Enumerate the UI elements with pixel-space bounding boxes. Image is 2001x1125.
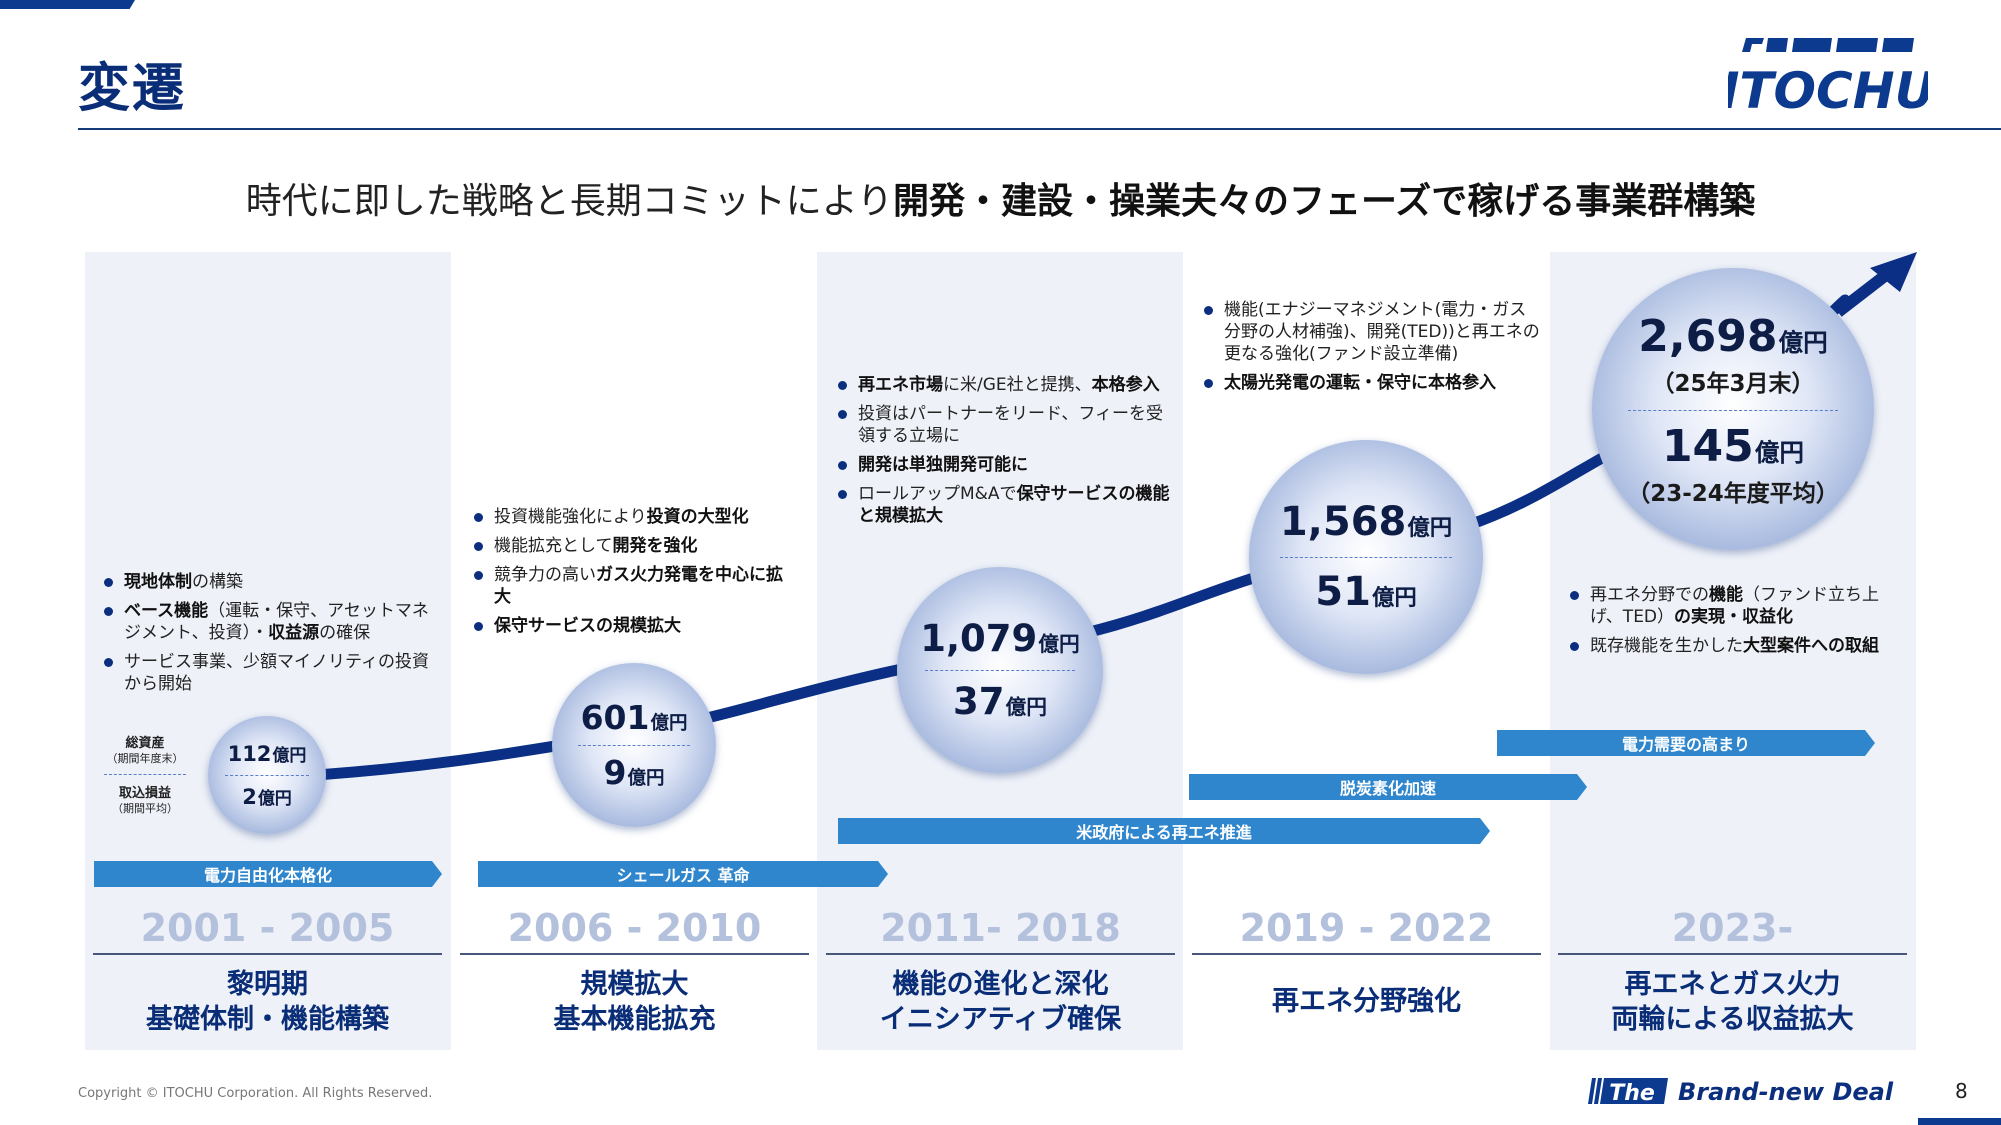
- label-divider: [104, 774, 186, 775]
- bullet-list-1: 現地体制の構築 ベース機能（運転・保守、アセットマネジメント、投資）・収益源の確…: [102, 571, 432, 702]
- bullet-item: 再エネ市場に米/GE社と提携、本格参入: [836, 374, 1176, 396]
- period-years-3: 2011- 2018: [880, 906, 1121, 950]
- logo-wordmark: ITOCHU: [1728, 62, 1928, 120]
- income-value: 2 億円: [242, 785, 292, 809]
- page-title: 変遷: [78, 59, 187, 119]
- year-divider: [1192, 953, 1541, 955]
- period-years-1: 2001 - 2005: [140, 906, 395, 950]
- metric-circle-1: 112 億円 2 億円: [208, 716, 326, 834]
- brand-name: Brand-new Deal: [1678, 1078, 1894, 1106]
- bottom-accent-bar: [1918, 1118, 2001, 1125]
- income-value: 51 億円: [1315, 569, 1417, 615]
- circle-divider: [225, 775, 309, 776]
- metric-circle-2: 601 億円 9 億円: [552, 663, 716, 827]
- year-divider: [460, 953, 809, 955]
- assets-value: 601 億円: [580, 698, 688, 737]
- income-label: 取込損益 （期間平均）: [112, 786, 178, 815]
- bullet-item: 既存機能を生かした大型案件への取組: [1568, 635, 1898, 657]
- metric-circle-5: 2,698 億円 （25年3月末） 145 億円 （23-24年度平均）: [1592, 268, 1874, 550]
- bullet-item: ロールアップM&Aで保守サービスの機能と規模拡大: [836, 483, 1176, 527]
- banner-decarbonization: 脱炭素化加速: [1189, 774, 1587, 800]
- phase-name-3: 機能の進化と深化 イニシアティブ確保: [879, 969, 1122, 1035]
- bullet-item: サービス事業、少額マイノリティの投資から開始: [102, 651, 432, 695]
- bullet-item: 投資はパートナーをリード、フィーを受領する立場に: [836, 403, 1176, 447]
- assets-value: 1,568 億円: [1279, 499, 1453, 545]
- bullet-item: 開発は単独開発可能に: [836, 454, 1176, 476]
- banner-shale-gas: シェールガス 革命: [478, 861, 888, 887]
- assets-value: 1,079 億円: [920, 617, 1080, 660]
- banner-power-demand: 電力需要の高まり: [1497, 730, 1875, 756]
- phase-name-5: 再エネとガス火力 両輪による収益拡大: [1611, 969, 1854, 1035]
- period-years-2: 2006 - 2010: [507, 906, 762, 950]
- circle-divider: [925, 670, 1075, 671]
- assets-value: 112 億円: [227, 742, 307, 766]
- phase-name-4: 再エネ分野強化: [1272, 986, 1461, 1017]
- bullet-list-2: 投資機能強化により投資の大型化 機能拡充として開発を強化 競争力の高いガス火力発…: [472, 506, 792, 644]
- bullet-item: 機能(エナジーマネジメント(電力・ガス分野の人材補強)、開発(TED))と再エネ…: [1202, 299, 1542, 365]
- assets-note: （25年3月末）: [1651, 370, 1815, 397]
- income-note: （23-24年度平均）: [1627, 480, 1839, 507]
- circle-divider: [578, 745, 690, 746]
- bullet-item: 保守サービスの規模拡大: [472, 615, 792, 637]
- bullet-list-3: 再エネ市場に米/GE社と提携、本格参入 投資はパートナーをリード、フィーを受領す…: [836, 374, 1176, 534]
- year-divider: [93, 953, 442, 955]
- income-value: 145 億円: [1661, 420, 1805, 472]
- period-years-5: 2023-: [1671, 906, 1794, 950]
- bullet-item: 機能拡充として開発を強化: [472, 535, 792, 557]
- tagline-plain: 時代に即した戦略と長期コミットにより: [245, 181, 894, 222]
- period-years-4: 2019 - 2022: [1239, 906, 1494, 950]
- assets-value: 2,698 億円: [1638, 310, 1828, 362]
- itochu-logo: ITOCHU: [1728, 38, 1928, 120]
- total-assets-label: 総資産 （期間年度末）: [106, 736, 184, 765]
- income-value: 9 億円: [603, 753, 665, 792]
- banner-us-renewables: 米政府による再エネ推進: [838, 818, 1490, 844]
- metric-circle-3: 1,079 億円 37 億円: [897, 567, 1103, 773]
- bullet-item: ベース機能（運転・保守、アセットマネジメント、投資）・収益源の確保: [102, 600, 432, 644]
- bullet-item: 投資機能強化により投資の大型化: [472, 506, 792, 528]
- brand-logo: The Brand-new Deal: [1588, 1078, 1894, 1106]
- bullet-item: 現地体制の構築: [102, 571, 432, 593]
- period-column-1: [85, 252, 451, 1050]
- tagline-bold: 開発・建設・操業夫々のフェーズで稼げる事業群構築: [893, 181, 1756, 222]
- bullet-item: 再エネ分野での機能（ファンド立ち上げ、TED）の実現・収益化: [1568, 584, 1898, 628]
- phase-name-1: 黎明期 基礎体制・機能構築: [146, 969, 389, 1035]
- phase-name-2: 規模拡大 基本機能拡充: [553, 969, 716, 1035]
- circle-divider: [1280, 557, 1452, 558]
- top-accent-bar: [0, 0, 135, 9]
- bullet-list-5: 再エネ分野での機能（ファンド立ち上げ、TED）の実現・収益化 既存機能を生かした…: [1568, 584, 1898, 664]
- bullet-item: 競争力の高いガス火力発電を中心に拡大: [472, 564, 792, 608]
- copyright: Copyright © ITOCHU Corporation. All Righ…: [78, 1086, 433, 1101]
- metric-circle-4: 1,568 億円 51 億円: [1249, 440, 1483, 674]
- banner-power-liberalization: 電力自由化本格化: [94, 861, 442, 887]
- circle-divider: [1628, 409, 1838, 411]
- title-divider: [78, 128, 2001, 130]
- tagline: 時代に即した戦略と長期コミットにより開発・建設・操業夫々のフェーズで稼げる事業群…: [0, 172, 2001, 224]
- income-value: 37 億円: [953, 680, 1047, 723]
- page-number: 8: [1955, 1079, 1968, 1103]
- brand-the: The: [1609, 1081, 1655, 1106]
- year-divider: [1558, 953, 1907, 955]
- growth-arrow-shaft: [1834, 263, 1899, 317]
- year-divider: [826, 953, 1175, 955]
- bullet-list-4: 機能(エナジーマネジメント(電力・ガス分野の人材補強)、開発(TED))と再エネ…: [1202, 299, 1542, 401]
- bullet-item: 太陽光発電の運転・保守に本格参入: [1202, 372, 1542, 394]
